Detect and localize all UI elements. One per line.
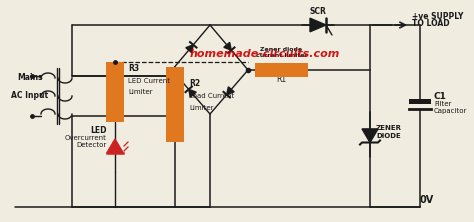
Text: C1: C1 <box>434 92 447 101</box>
Bar <box>166 67 184 142</box>
Text: Zener diode: Zener diode <box>260 47 302 52</box>
Bar <box>409 99 431 105</box>
Polygon shape <box>107 139 123 153</box>
Text: Filter: Filter <box>434 101 451 107</box>
Text: +ve SUPPLY: +ve SUPPLY <box>412 12 464 21</box>
Polygon shape <box>310 18 326 32</box>
Text: Capacitor: Capacitor <box>434 108 467 114</box>
Text: Overcurrent: Overcurrent <box>65 135 107 141</box>
Text: Limiter: Limiter <box>189 105 213 111</box>
Text: DIODE: DIODE <box>376 133 401 139</box>
Polygon shape <box>189 89 196 97</box>
Text: 0V: 0V <box>420 195 434 205</box>
Polygon shape <box>362 129 378 143</box>
Text: R2: R2 <box>189 79 200 88</box>
Text: Detector: Detector <box>77 142 107 148</box>
Text: SCR: SCR <box>310 7 327 16</box>
Polygon shape <box>186 45 193 53</box>
Text: Mains: Mains <box>17 73 43 82</box>
Text: LED: LED <box>91 126 107 135</box>
Text: TO LOAD: TO LOAD <box>412 19 450 28</box>
Polygon shape <box>224 42 231 50</box>
Bar <box>106 62 124 122</box>
Polygon shape <box>227 87 234 95</box>
Text: R1: R1 <box>276 75 287 84</box>
Text: AC Input: AC Input <box>11 91 48 100</box>
Bar <box>255 63 308 77</box>
Text: homemade-circuits.com: homemade-circuits.com <box>190 49 340 59</box>
Text: R3: R3 <box>128 64 139 73</box>
Text: current limiter: current limiter <box>255 53 307 58</box>
Text: Load Current: Load Current <box>189 93 234 99</box>
Text: ZENER: ZENER <box>376 125 402 131</box>
Text: Limiter: Limiter <box>128 89 153 95</box>
Text: LED Current: LED Current <box>128 78 170 84</box>
